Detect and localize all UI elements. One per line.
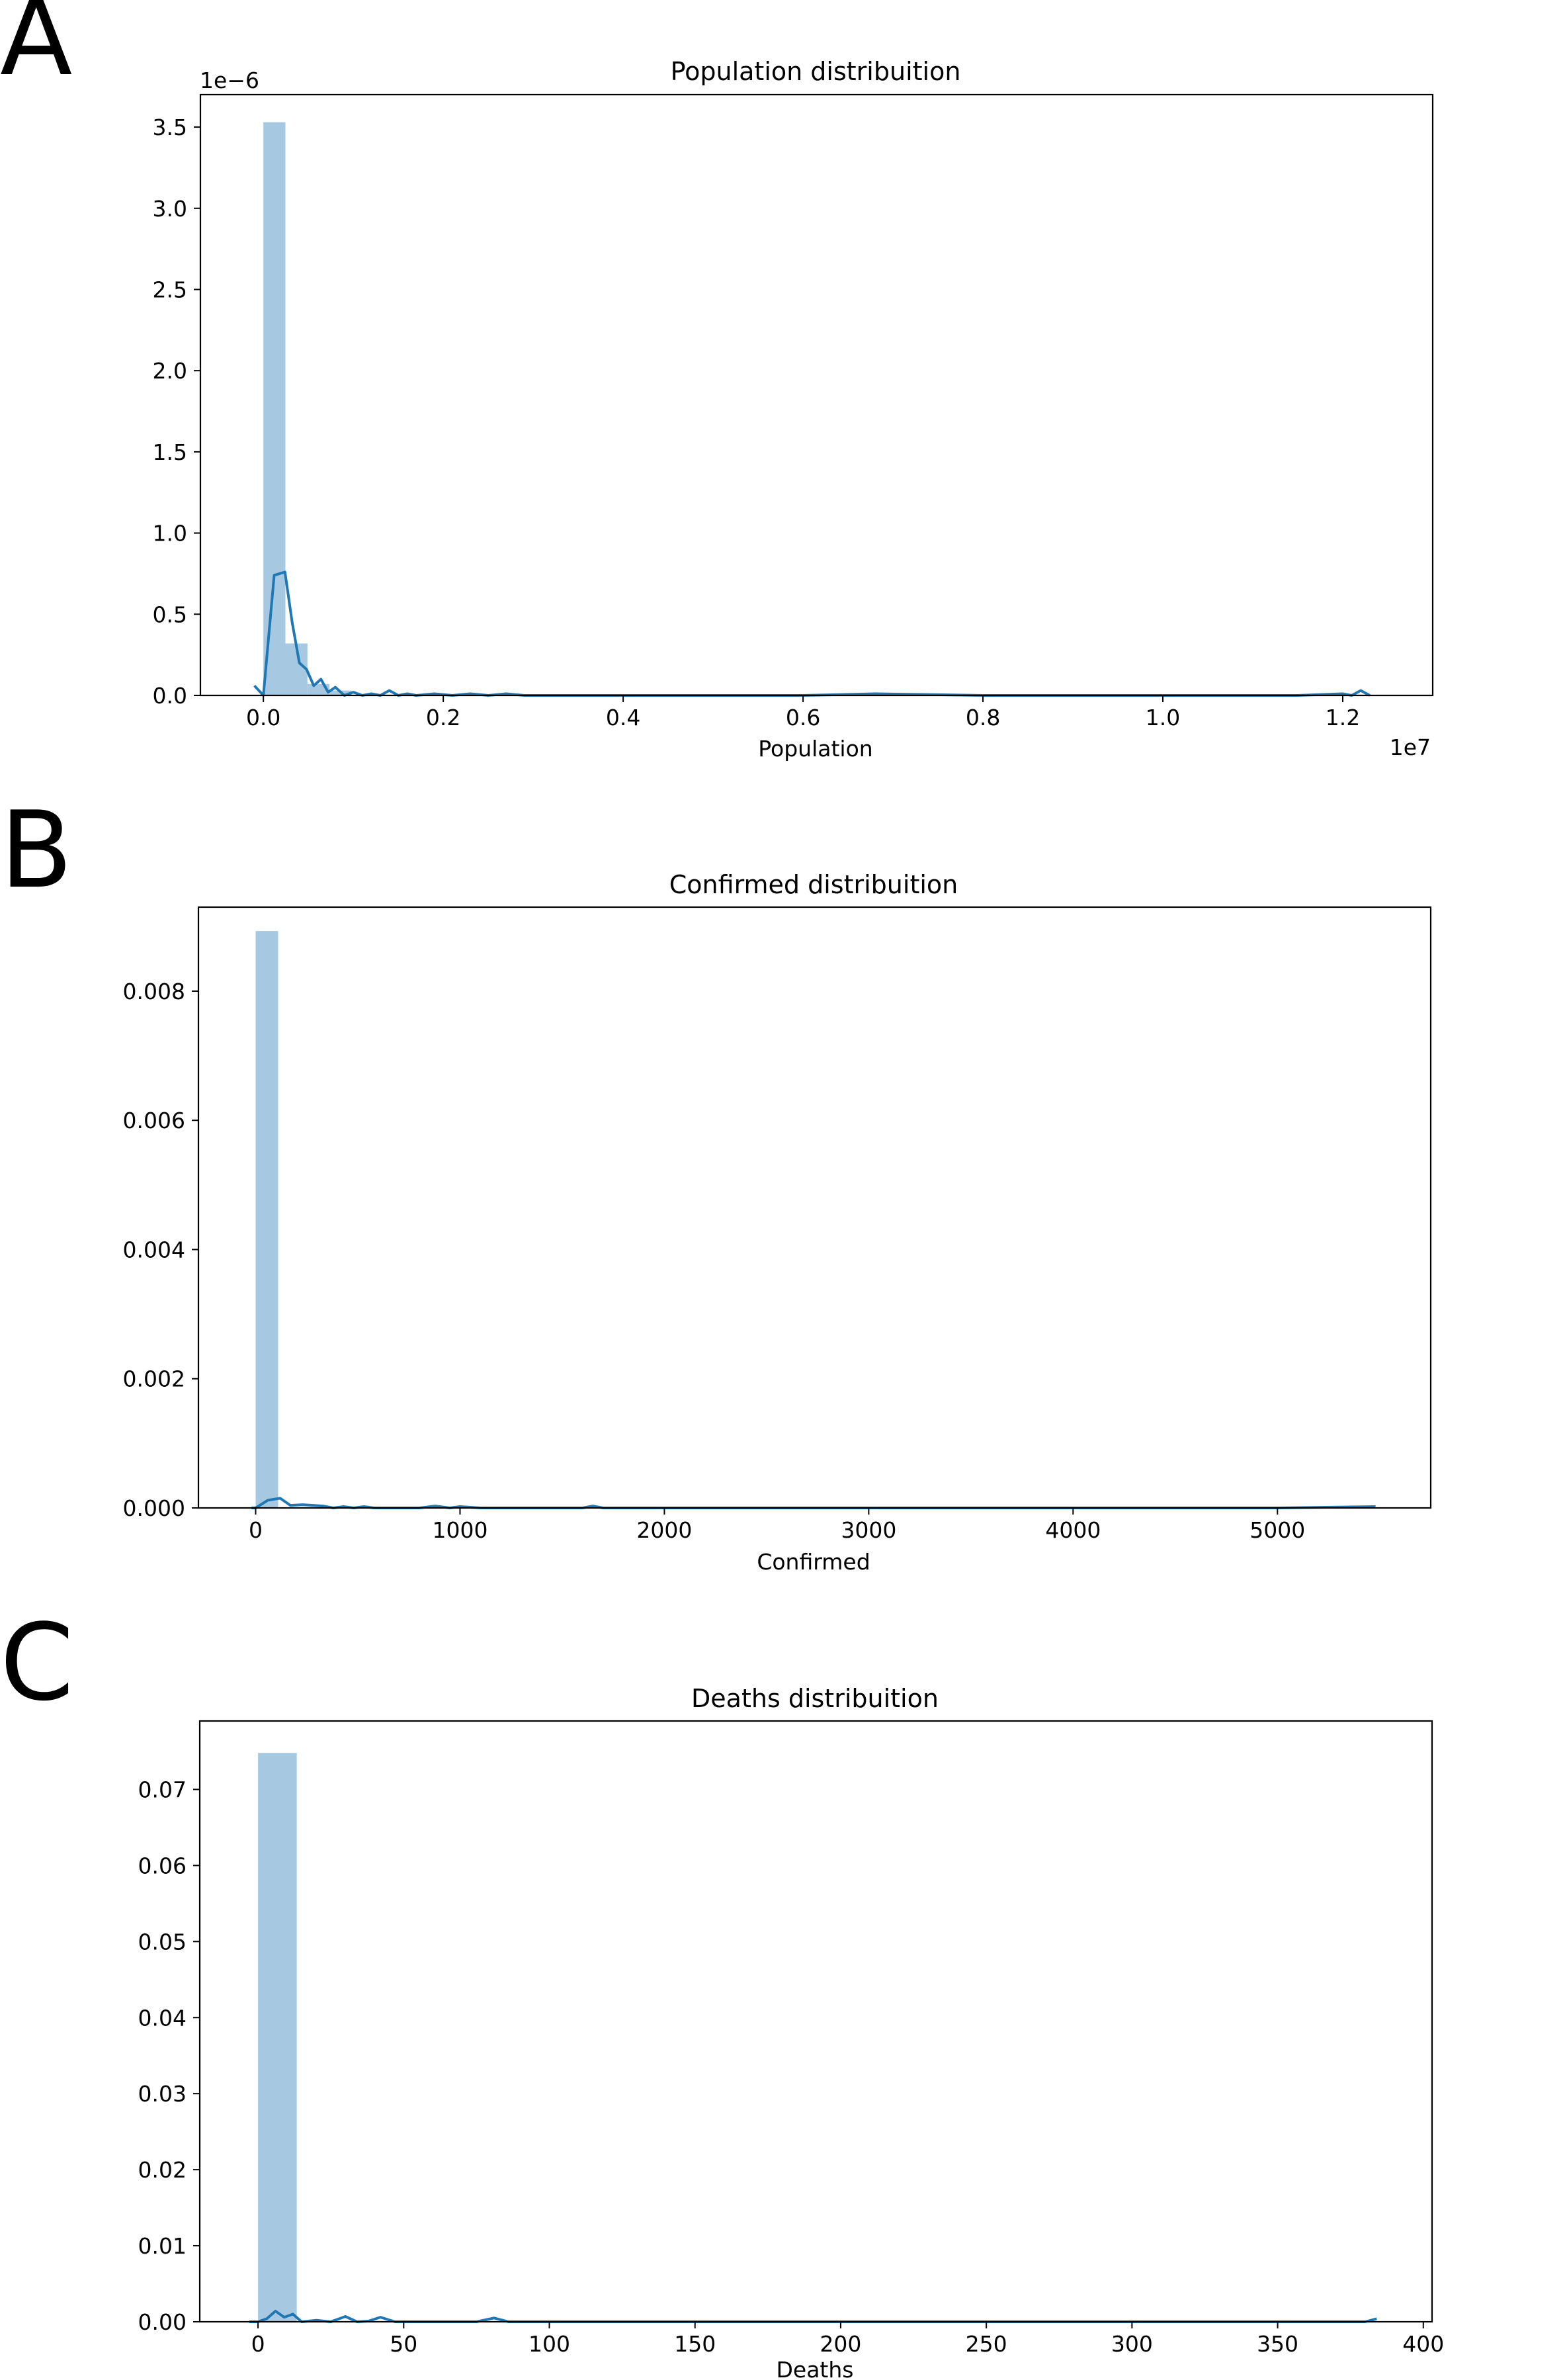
kde-line-c xyxy=(249,2309,1377,2323)
y-tick-label-c-2: 0.01 xyxy=(138,2233,187,2259)
y-tick-label-c-5: 0.04 xyxy=(138,2005,187,2031)
x-tick-label-b-2: 1000 xyxy=(432,1517,487,1543)
x-tick-label-a-7: 1.2 xyxy=(1326,705,1360,730)
x-tick-label-c-1: 0 xyxy=(251,2331,265,2357)
x-tick-label-a-2: 0.2 xyxy=(426,705,460,730)
axes-frame-a xyxy=(199,93,1434,697)
x-tick-label-b-4: 3000 xyxy=(841,1517,896,1543)
x-tick-label-c-9: 400 xyxy=(1402,2331,1444,2357)
x-tick-label-b-6: 5000 xyxy=(1249,1517,1305,1543)
x-tick-label-a-4: 0.6 xyxy=(786,705,820,730)
x-tick-label-a-6: 1.0 xyxy=(1146,705,1180,730)
panel-b: B Confirmed distribuition 0 1000 2000 3000 4… xyxy=(0,788,1432,1575)
axes-frame-b xyxy=(197,906,1432,1509)
kde-line-b xyxy=(251,1497,1376,1509)
panel-letter-c: C xyxy=(0,1601,74,1724)
x-tick-label-c-4: 150 xyxy=(674,2331,716,2357)
chart-title-c: Deaths distribuition xyxy=(691,1684,939,1713)
x-offset-text-a: 1e7 xyxy=(1390,734,1431,760)
panel-a: A Population distribuition 1e−6 0.0 0.2 0.… xyxy=(0,0,1434,762)
plot-area-a: 0.0 0.2 0.4 0.6 0.8 1.0 1.2 0.0 0.5 1.0 1.5 2.0 2.5 3… xyxy=(153,93,1434,730)
y-tick-label-c-1: 0.00 xyxy=(138,2309,187,2335)
plot-area-b: 0 1000 2000 3000 4000 5000 0.000 0.002 0.004 0.00… xyxy=(123,906,1432,1543)
x-tick-label-c-6: 250 xyxy=(966,2331,1007,2357)
y-tick-label-c-4: 0.03 xyxy=(138,2081,187,2107)
x-tick-label-c-5: 200 xyxy=(820,2331,861,2357)
axes-frame-c xyxy=(198,1720,1433,2323)
x-tick-label-b-3: 2000 xyxy=(636,1517,692,1543)
y-tick-label-b-3: 0.004 xyxy=(123,1237,185,1262)
y-tick-label-a-6: 2.5 xyxy=(153,277,187,302)
kde-line-a xyxy=(253,570,1371,697)
histogram-bar-a-1 xyxy=(263,122,286,695)
panel-letter-b: B xyxy=(0,788,73,912)
y-tick-label-c-3: 0.02 xyxy=(138,2157,187,2183)
x-axis-label-b: Confirmed xyxy=(757,1549,870,1575)
y-tick-label-a-8: 3.5 xyxy=(153,114,187,140)
y-tick-label-a-4: 1.5 xyxy=(153,439,187,465)
y-tick-label-a-3: 1.0 xyxy=(153,521,187,547)
x-tick-label-a-3: 0.4 xyxy=(606,705,640,730)
x-tick-label-a-5: 0.8 xyxy=(966,705,1000,730)
x-tick-label-c-2: 50 xyxy=(390,2331,417,2357)
chart-title-b: Confirmed distribuition xyxy=(669,870,958,899)
y-tick-label-a-1: 0.0 xyxy=(153,683,187,709)
y-tick-label-b-2: 0.002 xyxy=(123,1366,185,1392)
x-tick-label-c-3: 100 xyxy=(529,2331,570,2357)
x-tick-label-c-7: 300 xyxy=(1111,2331,1153,2357)
chart-title-a: Population distribuition xyxy=(671,57,961,86)
x-axis-label-c: Deaths xyxy=(777,2357,854,2380)
y-tick-label-a-2: 0.5 xyxy=(153,601,187,627)
x-tick-label-b-1: 0 xyxy=(249,1517,263,1543)
x-tick-label-b-5: 4000 xyxy=(1045,1517,1101,1543)
x-tick-label-a-1: 0.0 xyxy=(246,705,280,730)
y-tick-label-b-1: 0.000 xyxy=(123,1495,185,1521)
y-tick-label-b-5: 0.008 xyxy=(123,979,185,1004)
panel-c: C Deaths distribuition 0 50 100 150 200 250 30… xyxy=(0,1601,1444,2380)
y-tick-label-c-7: 0.06 xyxy=(138,1853,187,1878)
y-tick-label-c-8: 0.07 xyxy=(138,1777,187,1802)
y-tick-label-a-5: 2.0 xyxy=(153,358,187,384)
y-tick-label-a-7: 3.0 xyxy=(153,196,187,222)
plot-area-c: 0 50 100 150 200 250 300 350 400 0.00 0.01 0.02 0.03… xyxy=(138,1720,1444,2357)
histogram-bar-b-1 xyxy=(255,931,278,1508)
y-offset-text-a: 1e−6 xyxy=(200,67,259,93)
x-axis-label-a: Population xyxy=(758,736,872,762)
y-tick-label-c-6: 0.05 xyxy=(138,1929,187,1955)
y-tick-label-b-4: 0.006 xyxy=(123,1108,185,1133)
x-tick-label-c-8: 350 xyxy=(1257,2331,1298,2357)
panel-letter-a: A xyxy=(0,0,72,99)
histogram-bar-c-1 xyxy=(258,1753,297,2322)
